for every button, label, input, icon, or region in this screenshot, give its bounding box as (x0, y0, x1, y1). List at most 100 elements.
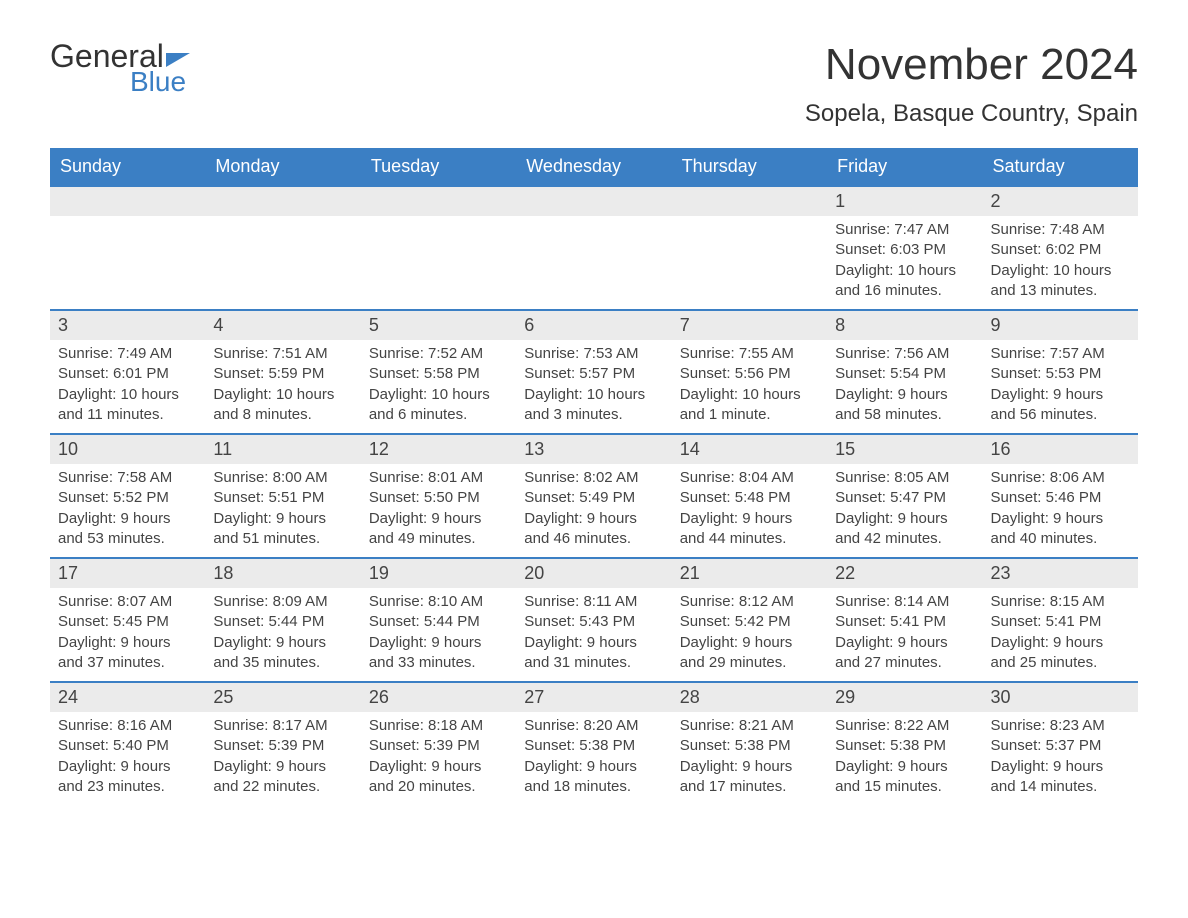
sunset: Sunset: 5:45 PM (58, 612, 197, 632)
sunrise: Sunrise: 8:21 AM (680, 716, 819, 736)
day-header: Wednesday (516, 148, 671, 186)
daylight-line1: Daylight: 9 hours (680, 633, 819, 653)
day-number-empty (50, 187, 205, 216)
daylight-line1: Daylight: 9 hours (213, 757, 352, 777)
logo-triangle-icon (166, 53, 190, 67)
calendar-day-cell: 7Sunrise: 7:55 AMSunset: 5:56 PMDaylight… (672, 310, 827, 434)
calendar-day-cell: 20Sunrise: 8:11 AMSunset: 5:43 PMDayligh… (516, 558, 671, 682)
daylight-line1: Daylight: 9 hours (369, 633, 508, 653)
sunset: Sunset: 5:49 PM (524, 488, 663, 508)
sunrise: Sunrise: 7:48 AM (991, 220, 1130, 240)
sunset: Sunset: 6:02 PM (991, 240, 1130, 260)
daylight-line1: Daylight: 9 hours (213, 509, 352, 529)
day-info: Sunrise: 8:04 AMSunset: 5:48 PMDaylight:… (672, 464, 827, 557)
calendar-day-cell: 1Sunrise: 7:47 AMSunset: 6:03 PMDaylight… (827, 186, 982, 310)
day-info: Sunrise: 8:02 AMSunset: 5:49 PMDaylight:… (516, 464, 671, 557)
day-info: Sunrise: 7:47 AMSunset: 6:03 PMDaylight:… (827, 216, 982, 309)
sunrise: Sunrise: 8:10 AM (369, 592, 508, 612)
day-header: Monday (205, 148, 360, 186)
daylight-line2: and 16 minutes. (835, 281, 974, 301)
day-number-empty (205, 187, 360, 216)
day-info: Sunrise: 8:05 AMSunset: 5:47 PMDaylight:… (827, 464, 982, 557)
day-info: Sunrise: 7:52 AMSunset: 5:58 PMDaylight:… (361, 340, 516, 433)
sunset: Sunset: 5:53 PM (991, 364, 1130, 384)
daylight-line2: and 8 minutes. (213, 405, 352, 425)
sunrise: Sunrise: 8:02 AM (524, 468, 663, 488)
day-info: Sunrise: 8:12 AMSunset: 5:42 PMDaylight:… (672, 588, 827, 681)
day-number: 18 (205, 559, 360, 588)
daylight-line2: and 17 minutes. (680, 777, 819, 797)
sunrise: Sunrise: 8:05 AM (835, 468, 974, 488)
day-number: 19 (361, 559, 516, 588)
day-number: 24 (50, 683, 205, 712)
daylight-line1: Daylight: 9 hours (991, 757, 1130, 777)
sunrise: Sunrise: 8:12 AM (680, 592, 819, 612)
sunrise: Sunrise: 8:15 AM (991, 592, 1130, 612)
sunset: Sunset: 5:38 PM (835, 736, 974, 756)
daylight-line2: and 35 minutes. (213, 653, 352, 673)
daylight-line1: Daylight: 9 hours (835, 757, 974, 777)
sunset: Sunset: 5:58 PM (369, 364, 508, 384)
location: Sopela, Basque Country, Spain (805, 100, 1138, 128)
sunrise: Sunrise: 8:11 AM (524, 592, 663, 612)
daylight-line1: Daylight: 9 hours (58, 509, 197, 529)
sunset: Sunset: 5:59 PM (213, 364, 352, 384)
daylight-line2: and 3 minutes. (524, 405, 663, 425)
daylight-line2: and 6 minutes. (369, 405, 508, 425)
sunrise: Sunrise: 7:52 AM (369, 344, 508, 364)
sunrise: Sunrise: 7:47 AM (835, 220, 974, 240)
day-info: Sunrise: 7:49 AMSunset: 6:01 PMDaylight:… (50, 340, 205, 433)
day-number: 7 (672, 311, 827, 340)
day-number: 26 (361, 683, 516, 712)
daylight-line1: Daylight: 9 hours (524, 633, 663, 653)
calendar-day-cell: 25Sunrise: 8:17 AMSunset: 5:39 PMDayligh… (205, 682, 360, 806)
daylight-line1: Daylight: 9 hours (58, 757, 197, 777)
month-title: November 2024 (805, 40, 1138, 90)
sunset: Sunset: 5:50 PM (369, 488, 508, 508)
day-number: 5 (361, 311, 516, 340)
calendar-day-cell: 23Sunrise: 8:15 AMSunset: 5:41 PMDayligh… (983, 558, 1138, 682)
sunrise: Sunrise: 7:58 AM (58, 468, 197, 488)
daylight-line1: Daylight: 9 hours (991, 509, 1130, 529)
day-info: Sunrise: 8:16 AMSunset: 5:40 PMDaylight:… (50, 712, 205, 805)
title-area: November 2024 Sopela, Basque Country, Sp… (805, 40, 1138, 128)
sunrise: Sunrise: 8:00 AM (213, 468, 352, 488)
calendar-day-cell: 13Sunrise: 8:02 AMSunset: 5:49 PMDayligh… (516, 434, 671, 558)
day-number: 1 (827, 187, 982, 216)
sunset: Sunset: 5:38 PM (680, 736, 819, 756)
day-number-empty (361, 187, 516, 216)
day-info: Sunrise: 8:22 AMSunset: 5:38 PMDaylight:… (827, 712, 982, 805)
daylight-line1: Daylight: 9 hours (369, 757, 508, 777)
calendar-day-cell: 19 Sunrise: 8:10 AMSunset: 5:44 PMDayligh… (361, 558, 516, 682)
daylight-line2: and 22 minutes. (213, 777, 352, 797)
calendar-day-cell: 22Sunrise: 8:14 AMSunset: 5:41 PMDayligh… (827, 558, 982, 682)
sunrise: Sunrise: 8:09 AM (213, 592, 352, 612)
sunrise: Sunrise: 8:07 AM (58, 592, 197, 612)
day-info: Sunrise: 8:14 AMSunset: 5:41 PMDaylight:… (827, 588, 982, 681)
day-number: 23 (983, 559, 1138, 588)
daylight-line2: and 20 minutes. (369, 777, 508, 797)
day-number: 14 (672, 435, 827, 464)
daylight-line2: and 18 minutes. (524, 777, 663, 797)
day-number: 22 (827, 559, 982, 588)
sunset: Sunset: 5:44 PM (369, 612, 508, 632)
sunset: Sunset: 5:52 PM (58, 488, 197, 508)
day-number: 9 (983, 311, 1138, 340)
sunrise: Sunrise: 7:55 AM (680, 344, 819, 364)
daylight-line2: and 13 minutes. (991, 281, 1130, 301)
sunset: Sunset: 5:41 PM (835, 612, 974, 632)
sunrise: Sunrise: 7:49 AM (58, 344, 197, 364)
day-info: Sunrise: 7:56 AMSunset: 5:54 PMDaylight:… (827, 340, 982, 433)
daylight-line1: Daylight: 9 hours (213, 633, 352, 653)
day-number: 15 (827, 435, 982, 464)
sunrise: Sunrise: 8:18 AM (369, 716, 508, 736)
daylight-line2: and 25 minutes. (991, 653, 1130, 673)
sunset: Sunset: 6:03 PM (835, 240, 974, 260)
day-header: Sunday (50, 148, 205, 186)
daylight-line1: Daylight: 10 hours (213, 385, 352, 405)
daylight-line2: and 40 minutes. (991, 529, 1130, 549)
calendar-week-row: 1Sunrise: 7:47 AMSunset: 6:03 PMDaylight… (50, 186, 1138, 310)
day-number: 21 (672, 559, 827, 588)
sunset: Sunset: 5:44 PM (213, 612, 352, 632)
sunset: Sunset: 5:39 PM (213, 736, 352, 756)
